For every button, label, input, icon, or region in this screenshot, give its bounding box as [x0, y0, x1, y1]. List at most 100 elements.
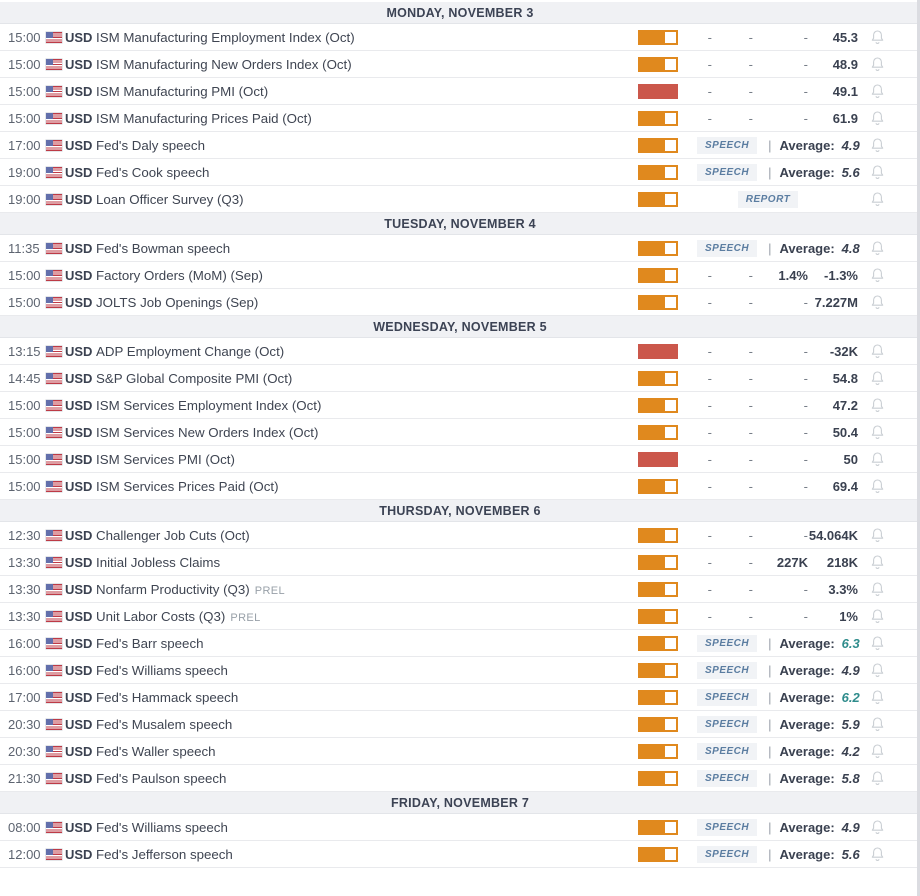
speech-badge[interactable]: SPEECH — [697, 845, 758, 863]
event-name[interactable]: ADP Employment Change (Oct) — [96, 344, 638, 359]
speech-badge[interactable]: SPEECH — [697, 239, 758, 257]
event-time: 14:45 — [8, 370, 41, 386]
speech-badge[interactable]: SPEECH — [697, 163, 758, 181]
event-name[interactable]: ISM Services New Orders Index (Oct) — [96, 425, 638, 440]
event-name[interactable]: ISM Manufacturing Prices Paid (Oct) — [96, 111, 638, 126]
event-name[interactable]: ISM Services Employment Index (Oct) — [96, 398, 638, 413]
scrollbar-track[interactable] — [917, 0, 920, 896]
event-name[interactable]: Loan Officer Survey (Q3) — [96, 192, 638, 207]
event-row[interactable]: 15:00 USD ISM Services PMI (Oct) - - - 50 — [0, 446, 920, 473]
alert-bell-button[interactable] — [858, 635, 920, 651]
alert-bell-button[interactable] — [858, 294, 920, 310]
alert-bell-button[interactable] — [858, 137, 920, 153]
event-row[interactable]: 13:30 USD Initial Jobless Claims - - 227K 218K — [0, 549, 920, 576]
event-name[interactable]: Nonfarm Productivity (Q3) PREL — [96, 582, 638, 597]
speech-badge[interactable]: SPEECH — [697, 688, 758, 706]
event-row[interactable]: 15:00 USD ISM Manufacturing PMI (Oct) - - - 49… — [0, 78, 920, 105]
alert-bell-button[interactable] — [858, 240, 920, 256]
alert-bell-button[interactable] — [858, 267, 920, 283]
event-row[interactable]: 15:00 USD ISM Services New Orders Index (O… — [0, 419, 920, 446]
event-row[interactable]: 17:00 USD Fed's Daly speech SPEECH | Average:… — [0, 132, 920, 159]
event-row[interactable]: 15:00 USD ISM Manufacturing Prices Paid (O… — [0, 105, 920, 132]
alert-bell-button[interactable] — [858, 397, 920, 413]
alert-bell-button[interactable] — [858, 527, 920, 543]
alert-bell-button[interactable] — [858, 554, 920, 570]
alert-bell-button[interactable] — [858, 819, 920, 835]
alert-bell-button[interactable] — [858, 83, 920, 99]
report-badge[interactable]: REPORT — [737, 190, 799, 208]
event-name[interactable]: Fed's Waller speech — [96, 744, 638, 759]
alert-bell-button[interactable] — [858, 689, 920, 705]
event-row[interactable]: 20:30 USD Fed's Musalem speech SPEECH | Avera… — [0, 711, 920, 738]
alert-bell-button[interactable] — [858, 662, 920, 678]
event-row[interactable]: 15:00 USD ISM Services Employment Index (O… — [0, 392, 920, 419]
alert-bell-button[interactable] — [858, 424, 920, 440]
speech-badge[interactable]: SPEECH — [697, 634, 758, 652]
event-name[interactable]: ISM Services Prices Paid (Oct) — [96, 479, 638, 494]
event-row[interactable]: 13:30 USD Nonfarm Productivity (Q3) PREL - - -… — [0, 576, 920, 603]
alert-bell-button[interactable] — [858, 846, 920, 862]
speech-badge[interactable]: SPEECH — [697, 818, 758, 836]
event-row[interactable]: 12:30 USD Challenger Job Cuts (Oct) - - -54.0… — [0, 522, 920, 549]
event-row[interactable]: 20:30 USD Fed's Waller speech SPEECH | Averag… — [0, 738, 920, 765]
event-name[interactable]: Fed's Bowman speech — [96, 241, 638, 256]
alert-bell-button[interactable] — [858, 716, 920, 732]
volatility-indicator — [638, 164, 678, 180]
event-row[interactable]: 12:00 USD Fed's Jefferson speech SPEECH | Ave… — [0, 841, 920, 868]
speech-badge[interactable]: SPEECH — [697, 715, 758, 733]
event-name[interactable]: Fed's Musalem speech — [96, 717, 638, 732]
event-name[interactable]: Fed's Daly speech — [96, 138, 638, 153]
alert-bell-button[interactable] — [858, 343, 920, 359]
event-name[interactable]: S&P Global Composite PMI (Oct) — [96, 371, 638, 386]
alert-bell-button[interactable] — [858, 110, 920, 126]
alert-bell-button[interactable] — [858, 451, 920, 467]
event-row[interactable]: 14:45 USD S&P Global Composite PMI (Oct) - -… — [0, 365, 920, 392]
event-name[interactable]: Fed's Jefferson speech — [96, 847, 638, 862]
alert-bell-button[interactable] — [858, 29, 920, 45]
speech-badge[interactable]: SPEECH — [697, 136, 758, 154]
alert-bell-button[interactable] — [858, 743, 920, 759]
alert-bell-button[interactable] — [858, 164, 920, 180]
event-row[interactable]: 15:00 USD ISM Manufacturing Employment Ind… — [0, 24, 920, 51]
speech-badge[interactable]: SPEECH — [697, 742, 758, 760]
event-name[interactable]: Fed's Williams speech — [96, 663, 638, 678]
event-row[interactable]: 15:00 USD ISM Services Prices Paid (Oct) - -… — [0, 473, 920, 500]
event-row[interactable]: 17:00 USD Fed's Hammack speech SPEECH | Avera… — [0, 684, 920, 711]
alert-bell-button[interactable] — [858, 191, 920, 207]
event-name[interactable]: Factory Orders (MoM) (Sep) — [96, 268, 638, 283]
event-name[interactable]: Unit Labor Costs (Q3) PREL — [96, 609, 638, 624]
event-name[interactable]: Challenger Job Cuts (Oct) — [96, 528, 638, 543]
event-row[interactable]: 15:00 USD ISM Manufacturing New Orders Ind… — [0, 51, 920, 78]
event-name[interactable]: Fed's Cook speech — [96, 165, 638, 180]
event-name[interactable]: Fed's Williams speech — [96, 820, 638, 835]
alert-bell-button[interactable] — [858, 770, 920, 786]
event-time: 08:00 — [8, 819, 41, 835]
event-row[interactable]: 15:00 USD Factory Orders (MoM) (Sep) - - 1.4%… — [0, 262, 920, 289]
event-name[interactable]: Fed's Hammack speech — [96, 690, 638, 705]
alert-bell-button[interactable] — [858, 581, 920, 597]
event-row[interactable]: 13:30 USD Unit Labor Costs (Q3) PREL - - - 1% — [0, 603, 920, 630]
event-name[interactable]: ISM Manufacturing PMI (Oct) — [96, 84, 638, 99]
event-row[interactable]: 19:00 USD Fed's Cook speech SPEECH | Average:… — [0, 159, 920, 186]
event-name[interactable]: JOLTS Job Openings (Sep) — [96, 295, 638, 310]
alert-bell-button[interactable] — [858, 370, 920, 386]
alert-bell-button[interactable] — [858, 478, 920, 494]
event-row[interactable]: 11:35 USD Fed's Bowman speech SPEECH | Averag… — [0, 235, 920, 262]
event-row[interactable]: 21:30 USD Fed's Paulson speech SPEECH | Avera… — [0, 765, 920, 792]
speech-badge[interactable]: SPEECH — [697, 661, 758, 679]
event-name[interactable]: ISM Services PMI (Oct) — [96, 452, 638, 467]
event-row[interactable]: 16:00 USD Fed's Williams speech SPEECH | Aver… — [0, 657, 920, 684]
event-row[interactable]: 16:00 USD Fed's Barr speech SPEECH | Average:… — [0, 630, 920, 657]
event-name[interactable]: ISM Manufacturing New Orders Index (Oct) — [96, 57, 638, 72]
event-name[interactable]: Initial Jobless Claims — [96, 555, 638, 570]
event-row[interactable]: 19:00 USD Loan Officer Survey (Q3) REPORT — [0, 186, 920, 213]
event-name[interactable]: Fed's Paulson speech — [96, 771, 638, 786]
alert-bell-button[interactable] — [858, 56, 920, 72]
event-row[interactable]: 13:15 USD ADP Employment Change (Oct) - - - -3… — [0, 338, 920, 365]
alert-bell-button[interactable] — [858, 608, 920, 624]
event-row[interactable]: 15:00 USD JOLTS Job Openings (Sep) - - -7.227… — [0, 289, 920, 316]
speech-badge[interactable]: SPEECH — [697, 769, 758, 787]
event-row[interactable]: 08:00 USD Fed's Williams speech SPEECH | Aver… — [0, 814, 920, 841]
event-name[interactable]: ISM Manufacturing Employment Index (Oct) — [96, 30, 638, 45]
event-name[interactable]: Fed's Barr speech — [96, 636, 638, 651]
